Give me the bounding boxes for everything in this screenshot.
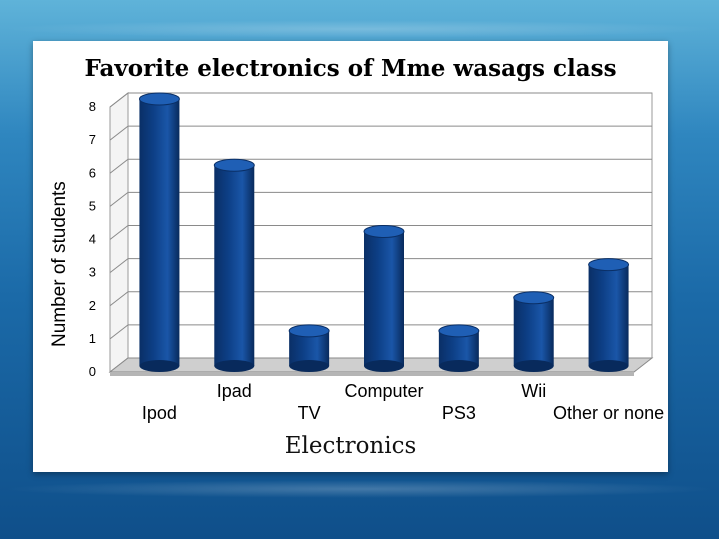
gridline-side [109,291,129,307]
bar-body [139,99,180,366]
chart-panel: Favorite electronics of Mme wasags class… [33,41,668,472]
x-category-label: Ipad [217,381,252,401]
bar-top [513,291,555,305]
bar-base [289,360,330,372]
gridline-side [109,225,129,240]
gridline-side [109,158,129,174]
x-category-label: Other or none [553,403,664,423]
y-tick-label: 8 [89,99,96,114]
bar [438,324,480,372]
y-tick-label: 6 [89,165,96,180]
x-category-label: TV [298,403,321,423]
bar-base [438,360,479,372]
x-category-label: PS3 [442,403,476,423]
y-axis-label: Number of students [49,181,70,347]
gridline-side [109,125,129,141]
bar-body [513,297,554,366]
y-tick-label: 5 [89,198,96,213]
bar-top [213,158,255,172]
bar-body [588,264,629,366]
bar-body [214,165,255,366]
background-wave [0,480,719,498]
plot-floor-edge [110,372,634,376]
x-axis-label: Electronics [284,433,417,459]
y-tick-label: 7 [89,132,96,147]
gridline-side [109,191,129,207]
chart-title: Favorite electronics of Mme wasags class [84,55,617,82]
x-category-label: Wii [521,381,546,401]
y-tick-label: 0 [89,364,96,379]
background-wave [0,20,719,38]
bar-top [288,324,330,338]
bar-top [588,258,630,272]
gridline-side [109,324,129,340]
bar [588,258,630,372]
x-category-label: Ipod [142,403,177,423]
x-category-label: Computer [344,381,423,401]
gridline-side [109,92,129,108]
bar-top [438,324,480,338]
bar-base [588,360,629,372]
y-tick-label: 1 [89,331,96,346]
bar-top [138,92,180,106]
bar [513,291,555,372]
gridline-side [109,258,129,274]
bar-base [214,360,255,372]
bar [213,158,255,372]
bar-base [139,360,180,372]
y-tick-label: 2 [89,298,96,313]
bar [288,324,330,372]
y-tick-label: 4 [89,232,96,247]
bar [138,92,180,372]
bar-base [513,360,554,372]
bar-chart: 0 1 2 3 4 5 6 7 8 Ipod Ipad TV Computer PS3 Wii Other o… [89,91,664,423]
bar-top [363,225,405,238]
bar [363,225,405,372]
bar-body [364,231,404,366]
bar-base [364,360,404,372]
y-tick-label: 3 [89,265,96,280]
